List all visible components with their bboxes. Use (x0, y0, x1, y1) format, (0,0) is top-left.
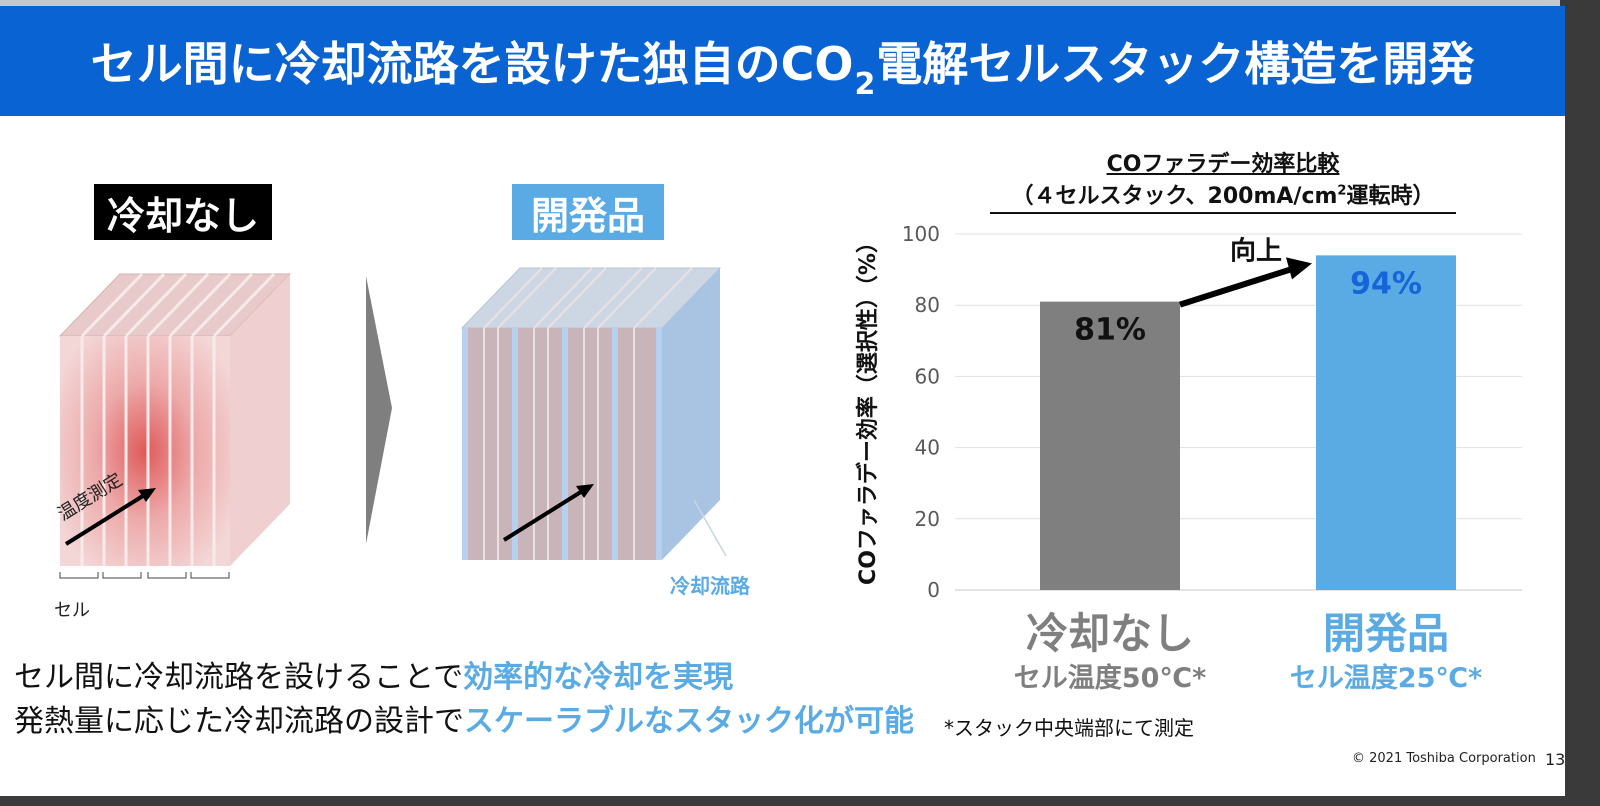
y-tick-label: 100 (902, 222, 940, 246)
stack-diagram (58, 267, 727, 579)
transition-arrow (366, 276, 392, 544)
stack-no-cooling (58, 272, 292, 579)
y-axis-label: COファラデー効率（選択性）（%） (855, 231, 881, 585)
bar-value-label: 81% (1074, 313, 1146, 348)
improvement-arrowhead (1286, 257, 1312, 280)
chart-title: COファラデー効率比較 (1106, 152, 1340, 177)
title-bar: セル間に冷却流路を設けた独自のCO2電解セルスタック構造を開発 (0, 6, 1565, 116)
category-developed: 開発品 (1322, 609, 1449, 658)
bar-1 (1316, 255, 1456, 591)
category-temp-developed: セル温度25℃* (1289, 663, 1483, 694)
page-number: 13 (1545, 750, 1565, 769)
title-subscript: 2 (854, 67, 876, 102)
y-tick-label: 0 (927, 578, 940, 602)
bar-0 (1040, 301, 1180, 590)
chart-subtitle: （４セルスタック、200mA/cm2運転時） (990, 178, 1456, 214)
cell-label: セル (54, 600, 90, 621)
y-tick-label: 20 (915, 507, 940, 531)
copyright: © 2021 Toshiba Corporation (1352, 751, 1536, 766)
category-no-cooling: 冷却なし (1025, 609, 1194, 658)
slide-title: セル間に冷却流路を設けた独自のCO2電解セルスタック構造を開発 (90, 37, 1475, 102)
window-frame-bottom (0, 796, 1600, 806)
y-tick-label: 40 (915, 436, 940, 460)
category-temp-no-cooling: セル温度50℃* (1013, 663, 1207, 694)
stack-developed (460, 267, 727, 560)
label-developed: 開発品 (512, 184, 664, 240)
body-line-2: 発熱量に応じた冷却流路の設計でスケーラブルなスタック化が可能 (14, 704, 914, 739)
y-tick-label: 60 (915, 364, 940, 388)
y-tick-label: 80 (915, 293, 940, 317)
bar-value-label: 94% (1350, 266, 1422, 301)
window-frame-top (0, 0, 1600, 6)
body-line-1: セル間に冷却流路を設けることで効率的な冷却を実現 (14, 660, 734, 695)
annotation-improved: 向上 (1230, 235, 1282, 266)
footnote: *スタック中央端部にて測定 (944, 716, 1194, 740)
label-no-cooling: 冷却なし (94, 184, 272, 240)
window-frame-right (1560, 0, 1600, 806)
improvement-arrow (1179, 265, 1295, 308)
slide: セル間に冷却流路を設けた独自のCO2電解セルスタック構造を開発 冷却なし 開発品 (0, 6, 1565, 796)
bar-chart: 0 20 40 60 80 100 COファラデー効率（選択性）（%） 81% 94% 向上 (855, 222, 1522, 602)
cooling-channel-label: 冷却流路 (670, 574, 750, 598)
